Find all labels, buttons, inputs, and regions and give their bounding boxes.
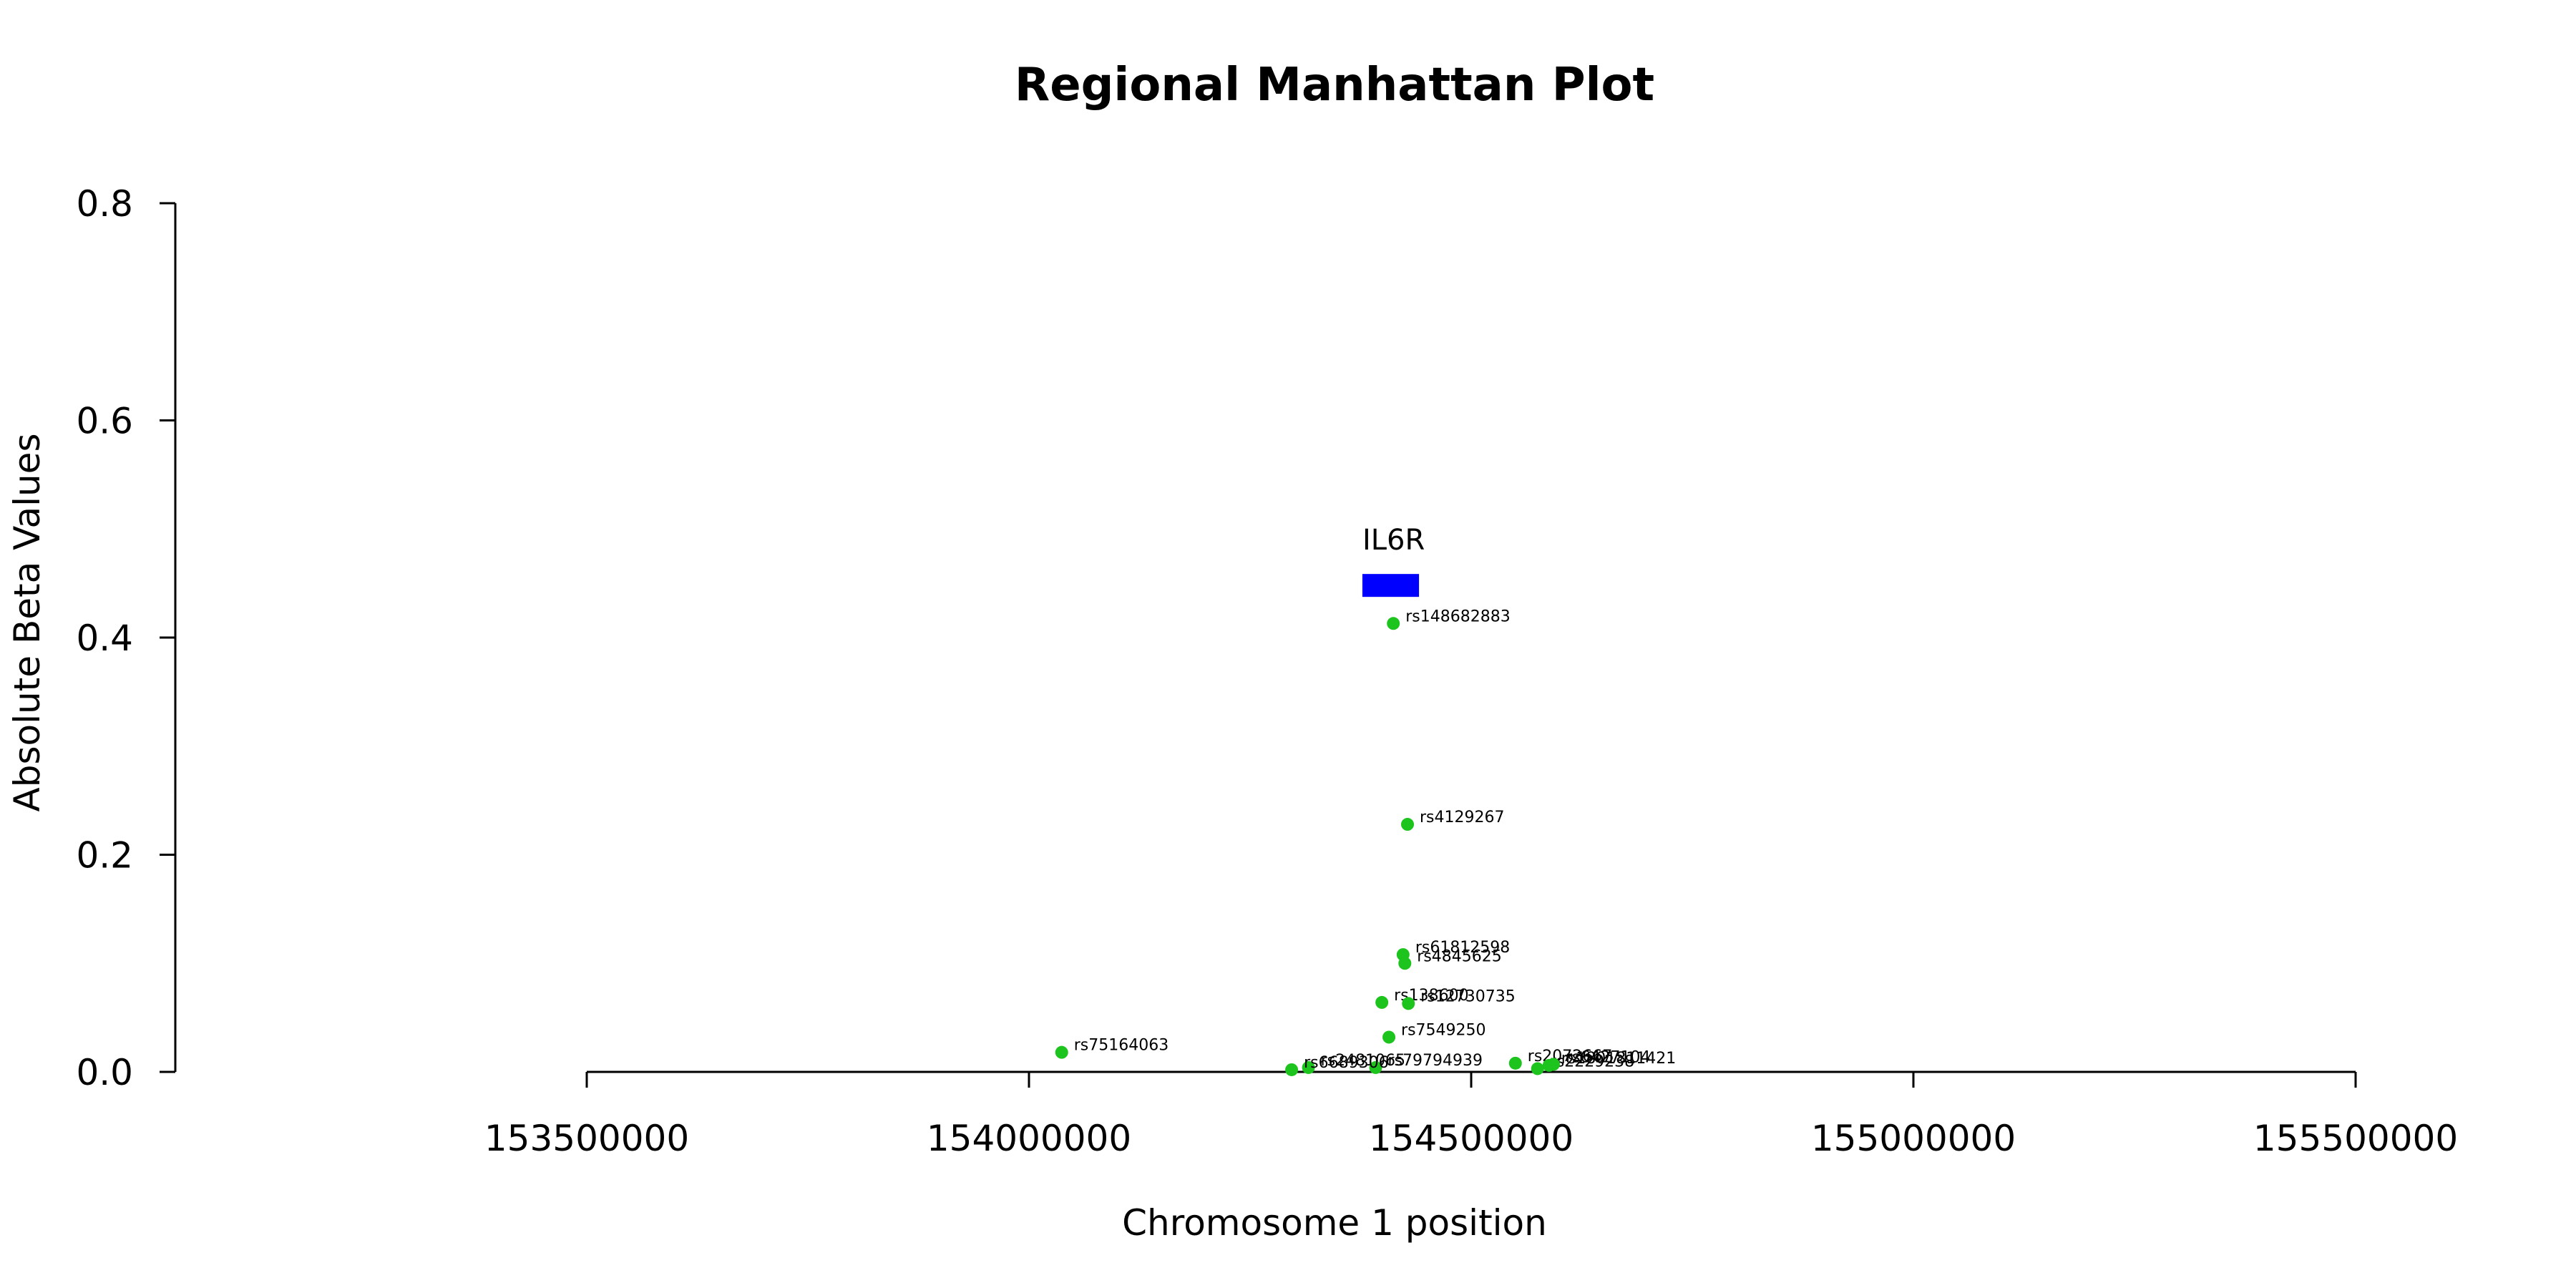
snp-label: rs6689306	[1304, 1054, 1389, 1072]
gene-bar	[1362, 574, 1420, 597]
snp-point	[1369, 1060, 1382, 1074]
snp-label: rs4845625	[1417, 947, 1502, 965]
x-tick-label: 153500000	[484, 1118, 689, 1159]
x-tick-label: 155000000	[1811, 1118, 2016, 1159]
y-tick-label: 0.8	[76, 183, 133, 225]
snp-point	[1546, 1058, 1560, 1071]
snp-label: rs1801811421	[1561, 1050, 1676, 1068]
snp-label: rs148682883	[1405, 608, 1510, 625]
snp-point	[1387, 617, 1400, 630]
snp-point	[1285, 1063, 1299, 1076]
snp-label: rs61812598	[1415, 939, 1510, 957]
snp-label: rs6427104	[1566, 1048, 1651, 1066]
snp-point	[1508, 1056, 1522, 1070]
x-axis-label: Chromosome 1 position	[1122, 1202, 1547, 1244]
snp-label: rs79794939	[1388, 1052, 1483, 1070]
snp-label: rs7549250	[1401, 1021, 1486, 1039]
snp-label: rs2072667	[1528, 1048, 1613, 1065]
snp-label: rs2229238	[1550, 1053, 1635, 1070]
y-tick-label: 0.0	[76, 1052, 133, 1093]
snp-label: rs2481065	[1321, 1052, 1406, 1070]
snp-label: rs4129267	[1420, 809, 1505, 826]
snp-point	[1302, 1060, 1315, 1074]
gene-track: IL6R	[1362, 524, 1425, 597]
x-tick-label: 155500000	[2253, 1118, 2458, 1159]
y-tick-label: 0.2	[76, 835, 133, 877]
y-tick-label: 0.6	[76, 401, 133, 442]
snp-point	[1382, 1030, 1396, 1044]
snp-point	[1375, 995, 1389, 1009]
snp-point	[1398, 957, 1412, 970]
snp-point	[1401, 818, 1415, 831]
snp-point	[1055, 1045, 1068, 1059]
snp-label: rs75164063	[1074, 1037, 1169, 1055]
snp-point	[1402, 997, 1415, 1010]
gene-label: IL6R	[1362, 524, 1425, 557]
snp-label: rs12730735	[1420, 987, 1515, 1005]
x-axis-ticks: 153500000 154000000 154500000 155000000 1555…	[484, 1072, 2458, 1159]
y-tick-label: 0.4	[76, 618, 133, 659]
x-tick-label: 154000000	[927, 1118, 1131, 1159]
y-axis-label: Absolute Beta Values	[6, 434, 48, 812]
snp-point	[1531, 1062, 1544, 1075]
chart-title: Regional Manhattan Plot	[1015, 59, 1654, 112]
x-tick-label: 154500000	[1369, 1118, 1574, 1159]
y-axis-ticks: 0.0 0.2 0.4 0.6 0.8	[76, 183, 175, 1093]
